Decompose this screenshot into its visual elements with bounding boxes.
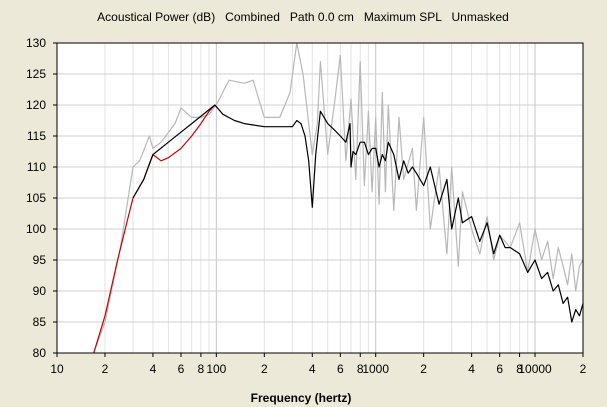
x-tick-label: 10 [50,362,64,376]
x-tick-label: 1000 [362,362,389,376]
y-tick-label: 125 [26,67,46,81]
x-tick-label: 8 [198,362,205,376]
x-tick-label: 8 [516,362,523,376]
x-tick-label: 4 [150,362,157,376]
y-tick-label: 130 [26,36,46,50]
data-series [93,43,583,353]
chart-title: Acoustical Power (dB) Combined Path 0.0 … [97,10,509,24]
x-tick-label: 6 [496,362,503,376]
y-axis-ticks: 80 85 90 95 100 105 110 115 120 125 130 [26,36,57,360]
x-tick-label: 8 [357,362,364,376]
grid-lines [56,42,584,354]
series-line-red [93,104,216,353]
x-tick-label: 10000 [518,362,552,376]
y-tick-label: 90 [33,284,47,298]
x-tick-label: 6 [178,362,185,376]
x-tick-label: 4 [309,362,316,376]
x-axis-label: Frequency (hertz) [251,391,352,405]
y-tick-label: 110 [27,160,46,174]
x-tick-label: 4 [468,362,475,376]
y-tick-label: 120 [26,98,46,112]
y-tick-label: 85 [33,315,47,329]
y-tick-label: 95 [33,253,47,267]
y-tick-label: 100 [26,222,46,236]
y-tick-label: 80 [33,346,47,360]
x-tick-label: 2 [420,362,427,376]
y-tick-label: 115 [27,129,46,143]
x-tick-label: 2 [261,362,268,376]
x-tick-label: 2 [102,362,109,376]
x-tick-label: 100 [206,362,226,376]
x-tick-label: 2 [580,362,587,376]
y-tick-label: 105 [26,191,46,205]
x-tick-label: 6 [337,362,344,376]
series-line-black [132,104,583,323]
